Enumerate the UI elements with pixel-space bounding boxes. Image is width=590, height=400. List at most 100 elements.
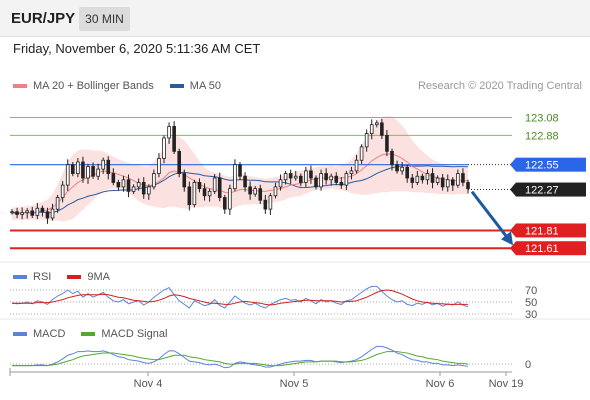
candle-body xyxy=(466,182,470,190)
candle-body xyxy=(45,211,50,219)
candle-body xyxy=(395,164,399,172)
candle-body xyxy=(440,177,445,188)
ma20-swatch xyxy=(13,84,27,88)
candle-body xyxy=(405,166,409,179)
candle-body xyxy=(111,173,116,183)
rsi-ma-legend-label: 9MA xyxy=(87,271,110,283)
candle-body xyxy=(197,182,202,190)
support-label-box xyxy=(516,223,586,238)
pivot-label-box xyxy=(516,157,586,172)
candle-body xyxy=(60,184,65,198)
resistance-label: 122.88 xyxy=(525,130,559,142)
candle-body xyxy=(273,186,278,197)
candle-body xyxy=(299,175,303,183)
candle-body xyxy=(268,195,273,210)
candle-body xyxy=(91,166,95,177)
candle-body xyxy=(420,175,425,181)
candle-body xyxy=(390,150,394,166)
candle-body xyxy=(263,199,268,210)
candle-body xyxy=(451,179,455,186)
credit-text: Research © 2020 Trading Central xyxy=(417,80,582,92)
candle-body xyxy=(202,188,207,197)
candle-body xyxy=(192,182,197,206)
forecast-arrow-shaft xyxy=(470,190,509,239)
support-label: 121.61 xyxy=(525,243,559,255)
candle-body xyxy=(304,170,308,183)
macd-zero-label: 0 xyxy=(525,359,531,371)
candle-body xyxy=(106,159,111,174)
rsi-level-label: 30 xyxy=(525,309,537,321)
x-tick-label: Nov 6 xyxy=(426,378,455,390)
candle-body xyxy=(141,182,146,195)
current-label-box xyxy=(516,182,586,197)
candle-body xyxy=(65,164,70,186)
candle-body xyxy=(425,173,430,181)
pivot-label: 122.55 xyxy=(525,160,559,172)
x-tick-label: Nov 5 xyxy=(280,378,309,390)
macd-signal-swatch xyxy=(81,332,96,336)
candle-body xyxy=(243,175,247,188)
macd-legend-label: MACD xyxy=(33,328,66,340)
candle-body xyxy=(400,166,404,172)
candle-body xyxy=(131,186,136,192)
candle-body xyxy=(324,173,328,181)
candle-body xyxy=(162,137,166,159)
candle-body xyxy=(329,175,333,181)
candle-body xyxy=(172,126,176,152)
rsi-swatch xyxy=(13,275,27,279)
candle-body xyxy=(86,166,90,179)
candle-body xyxy=(40,207,45,213)
candle-body xyxy=(410,177,415,183)
candle-body xyxy=(96,168,100,177)
candle-body xyxy=(15,211,19,215)
rsi-legend-label: RSI xyxy=(33,271,52,283)
rsi-legend: RSI 9MA xyxy=(13,271,110,283)
candle-body xyxy=(461,173,465,183)
candle-body xyxy=(309,170,313,179)
x-tick-label: Nov 19 xyxy=(489,378,524,390)
support-label: 121.81 xyxy=(525,225,559,237)
candle-body xyxy=(415,175,420,183)
ma50-swatch xyxy=(169,84,184,88)
candle-body xyxy=(126,179,131,192)
main-legend: MA 20 + Bollinger Bands MA 50 xyxy=(13,80,221,92)
ma20-legend-label: MA 20 + Bollinger Bands xyxy=(33,80,154,92)
rsi-line xyxy=(11,285,469,309)
candle-body xyxy=(81,161,85,179)
candle-body xyxy=(238,164,242,177)
candle-body xyxy=(223,197,227,210)
candle-body xyxy=(20,212,24,215)
candle-body xyxy=(121,179,126,188)
candle-body xyxy=(314,177,318,188)
candle-body xyxy=(167,126,171,139)
timeframe-button[interactable]: 30 MIN xyxy=(79,7,130,31)
macd-legend: MACD MACD Signal xyxy=(13,328,167,340)
candle-body xyxy=(435,177,440,183)
current-label: 122.27 xyxy=(525,185,559,197)
candle-body xyxy=(344,173,349,186)
candle-body xyxy=(430,173,435,183)
candle-body xyxy=(30,210,35,216)
ma50-legend-label: MA 50 xyxy=(189,80,221,92)
candle-body xyxy=(182,173,187,188)
top-bar: EUR/JPY 30 MIN xyxy=(0,0,590,37)
candle-body xyxy=(456,173,460,186)
candle-body xyxy=(136,182,141,188)
candle-body xyxy=(217,177,222,198)
candle-body xyxy=(253,188,257,195)
candle-body xyxy=(10,211,14,214)
rsi-ma-swatch xyxy=(67,275,82,279)
candle-body xyxy=(339,182,344,186)
current-label-pointer xyxy=(510,182,516,197)
candle-body xyxy=(25,210,29,214)
candle-body xyxy=(380,122,384,136)
candle-body xyxy=(283,173,288,181)
x-tick-label: Nov 4 xyxy=(134,378,163,390)
support-label-pointer xyxy=(510,241,516,256)
candle-body xyxy=(233,164,237,190)
candle-body xyxy=(385,134,389,152)
candle-body xyxy=(258,188,263,201)
candle-body xyxy=(228,188,232,210)
instrument-name: EUR/JPY xyxy=(11,10,76,27)
